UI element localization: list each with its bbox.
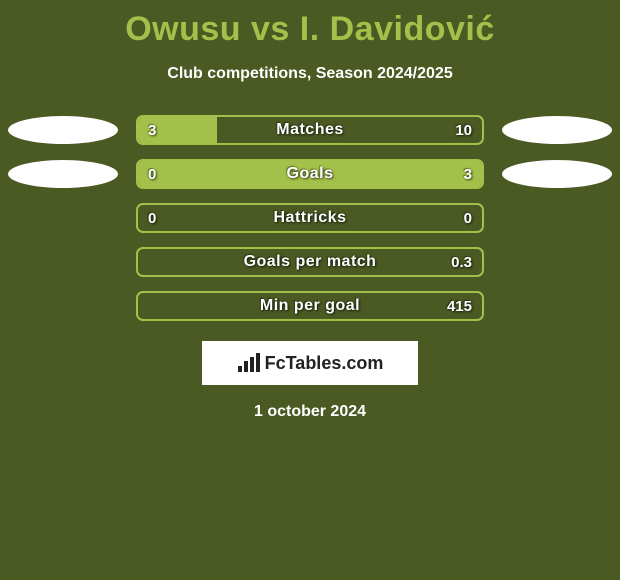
badge-right — [502, 116, 612, 144]
stat-bar: Goals0 3 — [136, 159, 484, 189]
badge-left — [8, 160, 118, 188]
stat-row: Min per goal415 — [0, 291, 620, 321]
stat-row: Goals per match0.3 — [0, 247, 620, 277]
page-title: Owusu vs I. Davidović — [0, 0, 620, 49]
bars-icon — [237, 353, 261, 373]
logo-box: FcTables.com — [202, 341, 418, 385]
badge-spacer — [502, 204, 612, 232]
stat-label: Goals per match — [138, 249, 482, 275]
badge-spacer — [8, 248, 118, 276]
stat-value-left: 0 — [148, 161, 156, 187]
logo-text: FcTables.com — [265, 353, 384, 374]
badge-spacer — [502, 248, 612, 276]
badge-right — [502, 160, 612, 188]
page-subtitle: Club competitions, Season 2024/2025 — [0, 65, 620, 83]
stat-label: Goals — [138, 161, 482, 187]
stat-bar: Min per goal415 — [136, 291, 484, 321]
stats-area: Matches310Goals03Hattricks00Goals per ma… — [0, 115, 620, 321]
stat-value-right: 0.3 — [451, 249, 472, 275]
badge-spacer — [8, 204, 118, 232]
stat-row: Goals0 3 — [0, 159, 620, 189]
stat-label: Hattricks — [138, 205, 482, 231]
stat-label: Min per goal — [138, 293, 482, 319]
stat-value-right: 10 — [455, 117, 472, 143]
stat-bar: Hattricks0 0 — [136, 203, 484, 233]
badge-spacer — [502, 292, 612, 320]
stat-value-left: 0 — [148, 205, 156, 231]
stat-row: Matches3 10 — [0, 115, 620, 145]
date-text: 1 october 2024 — [0, 403, 620, 421]
stat-value-right: 0 — [464, 205, 472, 231]
stat-bar: Goals per match0.3 — [136, 247, 484, 277]
stat-row: Hattricks0 0 — [0, 203, 620, 233]
stat-value-right: 3 — [464, 161, 472, 187]
stat-label: Matches — [138, 117, 482, 143]
badge-left — [8, 116, 118, 144]
stat-value-right: 415 — [447, 293, 472, 319]
badge-spacer — [8, 292, 118, 320]
stat-value-left: 3 — [148, 117, 156, 143]
stat-bar: Matches3 10 — [136, 115, 484, 145]
